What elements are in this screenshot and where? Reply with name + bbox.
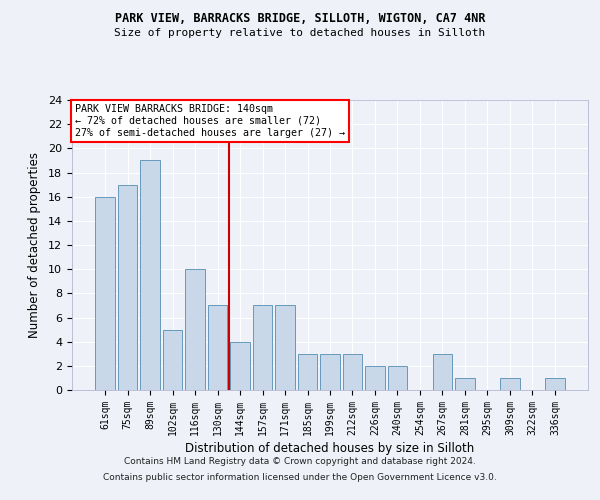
Bar [455,378,475,390]
Bar [388,366,407,390]
Bar [253,306,272,390]
Bar [275,306,295,390]
Bar [298,354,317,390]
Bar [140,160,160,390]
Text: Contains HM Land Registry data © Crown copyright and database right 2024.: Contains HM Land Registry data © Crown c… [124,458,476,466]
Text: Contains public sector information licensed under the Open Government Licence v3: Contains public sector information licen… [103,472,497,482]
Y-axis label: Number of detached properties: Number of detached properties [28,152,41,338]
Bar [230,342,250,390]
Text: Size of property relative to detached houses in Silloth: Size of property relative to detached ho… [115,28,485,38]
Bar [545,378,565,390]
Bar [500,378,520,390]
Bar [163,330,182,390]
Bar [118,184,137,390]
Text: PARK VIEW, BARRACKS BRIDGE, SILLOTH, WIGTON, CA7 4NR: PARK VIEW, BARRACKS BRIDGE, SILLOTH, WIG… [115,12,485,26]
Bar [208,306,227,390]
Bar [95,196,115,390]
X-axis label: Distribution of detached houses by size in Silloth: Distribution of detached houses by size … [185,442,475,455]
Bar [185,269,205,390]
Text: PARK VIEW BARRACKS BRIDGE: 140sqm
← 72% of detached houses are smaller (72)
27% : PARK VIEW BARRACKS BRIDGE: 140sqm ← 72% … [74,104,344,138]
Bar [343,354,362,390]
Bar [433,354,452,390]
Bar [365,366,385,390]
Bar [320,354,340,390]
